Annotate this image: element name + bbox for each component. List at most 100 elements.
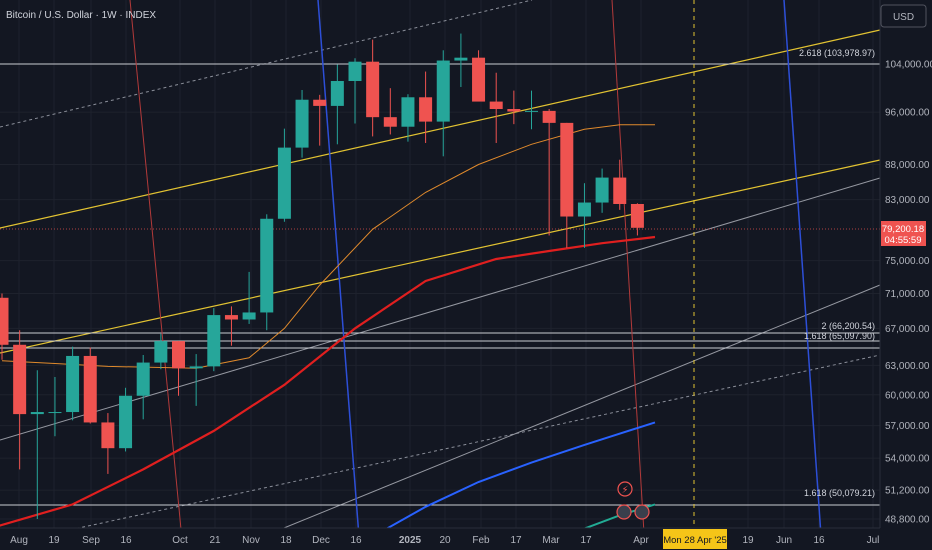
- y-tick-label: 51,200.00: [885, 486, 930, 497]
- y-tick-label: 75,000.00: [885, 256, 930, 267]
- countdown-value: 04:55:59: [885, 235, 922, 246]
- lightning-icon[interactable]: [617, 481, 633, 497]
- crosshair-date-badge: [663, 529, 727, 549]
- candle-body: [507, 109, 521, 112]
- candle-body: [313, 99, 327, 106]
- candle: [172, 341, 185, 396]
- candle-body: [242, 312, 256, 320]
- x-tick-label: Nov: [242, 535, 260, 546]
- dotted-channel-upper: [0, 0, 533, 128]
- candle-body: [560, 122, 574, 217]
- x-tick-label: Jun: [776, 535, 792, 546]
- candle-body: [383, 117, 397, 127]
- candles: [0, 33, 644, 519]
- vertical-red-line-2: [611, 0, 646, 550]
- y-tick-label: 57,000.00: [885, 421, 930, 432]
- y-tick-label: 60,000.00: [885, 390, 930, 401]
- vertical-blue-line-2: [783, 0, 823, 550]
- drawings: [0, 0, 881, 550]
- x-tick-label: 17: [510, 535, 522, 546]
- candle: [313, 94, 327, 146]
- ema-orange-line: [1, 124, 655, 369]
- candle: [101, 413, 115, 474]
- price-axis[interactable]: 104,000.00 96,000.00 88,000.00 83,000.00 75,…: [879, 0, 932, 550]
- currency-button-label[interactable]: USD: [893, 12, 914, 23]
- candle-body: [66, 355, 80, 413]
- ema-blue-line: [363, 421, 656, 543]
- x-tick-label: Aug: [10, 535, 28, 546]
- event-markers[interactable]: ⚡: [616, 481, 650, 520]
- candle: [48, 376, 62, 437]
- currency-button-frame[interactable]: [880, 4, 927, 28]
- candle: [507, 90, 521, 125]
- candle: [13, 330, 27, 470]
- fib-labels: 2.618 (103,978.97) 2 (66,200.54) 1.618 (…: [799, 48, 875, 498]
- candle-body: [119, 395, 133, 449]
- lightning-glyph: ⚡: [621, 485, 628, 496]
- x-tick-label: Mar: [542, 535, 560, 546]
- candle: [595, 168, 609, 213]
- yellow-channel-bottom: [0, 159, 881, 354]
- x-tick-label: Dec: [312, 535, 330, 546]
- candle: [154, 333, 168, 370]
- candle-body: [366, 61, 380, 118]
- yellow-channel-top: [0, 29, 881, 229]
- candle: [136, 355, 150, 420]
- candle-body: [401, 97, 415, 127]
- price-axis-background: [880, 0, 932, 550]
- candle-body: [224, 315, 238, 320]
- candle: [224, 306, 238, 346]
- candle-body: [172, 341, 185, 369]
- candle-body: [330, 81, 344, 106]
- x-tick-label: 16: [350, 535, 362, 546]
- gray-trend-line-upper: [0, 177, 881, 441]
- candle-body: [83, 355, 97, 423]
- y-tick-label: 67,000.00: [885, 324, 930, 335]
- x-tick-labels: Aug 19 Sep 16 Oct 21 Nov 18 Dec 16 2025 20 Feb 17 Mar 1…: [10, 535, 879, 546]
- y-tick-label: 83,000.00: [885, 195, 930, 206]
- x-tick-label: Oct: [172, 535, 188, 546]
- candle-body: [348, 61, 362, 82]
- candle-body: [207, 315, 221, 367]
- candle: [66, 346, 80, 421]
- symbol-title: Bitcoin / U.S. Dollar · 1W · INDEX: [6, 10, 156, 21]
- fib-label-2: 2 (66,200.54): [821, 321, 875, 331]
- candle-body: [30, 412, 44, 415]
- candle-body: [525, 110, 538, 112]
- candle: [366, 39, 380, 137]
- x-tick-label: Jul: [867, 535, 880, 546]
- event-icon-2[interactable]: [634, 504, 650, 520]
- y-tick-label: 48,800.00: [885, 515, 930, 526]
- candle-body: [260, 218, 274, 313]
- candle: [613, 159, 627, 210]
- candle-body: [277, 147, 291, 219]
- event-icon-1[interactable]: [616, 504, 632, 520]
- currency-button[interactable]: USD: [880, 4, 927, 28]
- candle: [489, 72, 503, 143]
- grid-lines: [0, 0, 880, 528]
- candle: [419, 71, 433, 143]
- ema-red-line: [0, 235, 656, 527]
- candle: [630, 203, 644, 236]
- x-tick-label: 21: [209, 535, 221, 546]
- vertical-blue-line-1: [317, 0, 361, 550]
- candle-body: [454, 57, 468, 61]
- candle-body: [154, 341, 168, 363]
- y-tick-label: 71,000.00: [885, 289, 930, 300]
- x-tick-label: 20: [439, 535, 451, 546]
- candle: [542, 109, 556, 236]
- candle-body: [489, 101, 503, 110]
- candle: [0, 293, 9, 360]
- y-tick-label: 63,000.00: [885, 361, 930, 372]
- candle-body: [613, 177, 627, 204]
- candle: [330, 64, 344, 145]
- candle: [472, 50, 486, 102]
- candle: [454, 33, 468, 87]
- candle-body: [436, 60, 450, 122]
- x-tick-label: 18: [280, 535, 292, 546]
- candle-body: [542, 110, 556, 123]
- time-axis[interactable]: Aug 19 Sep 16 Oct 21 Nov 18 Dec 16 2025 20 Feb 17 Mar 1…: [0, 527, 880, 550]
- y-tick-label: 104,000.00: [885, 60, 932, 71]
